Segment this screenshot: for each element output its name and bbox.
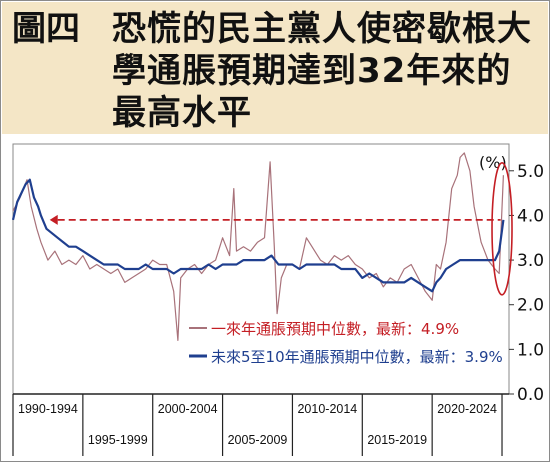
y-tick-label-4: 4.0 xyxy=(517,206,544,226)
year-band-label-6: 2020-2024 xyxy=(437,402,497,416)
series-line-0 xyxy=(12,152,504,341)
year-band-label-4: 2010-2014 xyxy=(297,402,357,416)
series-line-1 xyxy=(11,178,505,293)
title-band: 圖四 恐慌的民主黨人使密歇根大學通脹預期達到32年來的最高水平 xyxy=(2,2,548,134)
figure-title: 恐慌的民主黨人使密歇根大學通脹預期達到32年來的最高水平 xyxy=(112,9,532,133)
year-band-label-5: 2015-2019 xyxy=(367,433,427,447)
y-tick-label-2: 2.0 xyxy=(517,296,544,316)
legend-label-0: 一來年通脹預期中位數，最新：4.9% xyxy=(211,320,459,338)
year-band-label-3: 2005-2009 xyxy=(228,433,288,447)
legend-label-1: 未來5至10年通脹預期中位數，最新：3.9% xyxy=(211,348,503,366)
reference-arrow-head xyxy=(49,214,58,225)
y-tick-label-3: 3.0 xyxy=(517,251,544,271)
year-band-label-1: 1995-1999 xyxy=(88,433,148,447)
figure-number: 圖四 xyxy=(12,9,80,49)
inflation-expectations-chart: 0.0 1.0 2.0 3.0 4.0 5.0 (%) 1990-1994 1995-1999 2… xyxy=(11,143,544,456)
unit-label: (%) xyxy=(479,153,507,172)
year-band-label-0: 1990-1994 xyxy=(18,402,78,416)
latest-highlight-ellipse xyxy=(491,162,513,296)
year-band-label-2: 2000-2004 xyxy=(158,402,218,416)
y-tick-label-5: 5.0 xyxy=(517,162,544,182)
y-tick-label-1: 1.0 xyxy=(517,340,544,360)
y-tick-label-0: 0.0 xyxy=(517,385,544,405)
